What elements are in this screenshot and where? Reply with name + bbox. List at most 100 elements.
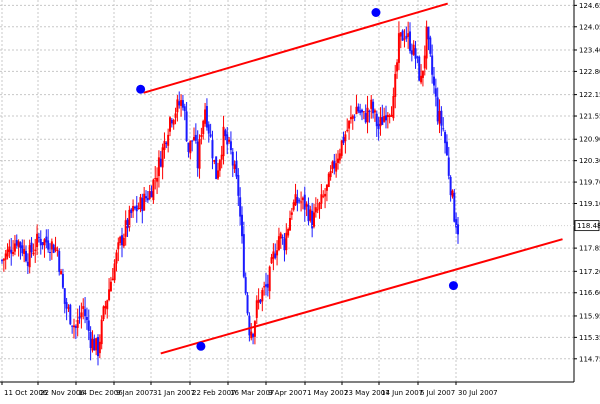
bar-up-body xyxy=(318,203,321,210)
bar-up-body xyxy=(351,115,354,119)
bar-up-body xyxy=(189,140,192,154)
bar-up-body xyxy=(161,147,164,168)
bar-down-body xyxy=(231,151,234,166)
bar-down-body xyxy=(431,55,434,75)
bar-up-body xyxy=(180,100,183,106)
y-tick-label: 122.80 xyxy=(579,68,600,76)
trendline xyxy=(143,2,449,94)
bar-down-body xyxy=(385,115,387,121)
bar-down-body xyxy=(78,316,81,319)
bar-down-body xyxy=(237,175,240,196)
x-tick-label: 23 May 2007 xyxy=(344,389,390,397)
bar-down-body xyxy=(196,141,199,169)
bar-up-body xyxy=(316,209,319,211)
bar-down-body xyxy=(455,219,458,228)
bar-down-body xyxy=(303,194,306,210)
bar-down-body xyxy=(274,253,277,258)
bar-up-body xyxy=(327,173,330,187)
bar-up-body xyxy=(8,246,11,252)
bar-up-body xyxy=(172,120,175,125)
bar-down-body xyxy=(242,234,245,277)
bar-up-body xyxy=(379,117,382,127)
bar-up-body xyxy=(154,178,157,180)
y-tick-label: 119.70 xyxy=(579,179,600,187)
bar-up-body xyxy=(67,307,70,309)
bar-down-body xyxy=(41,242,44,245)
bar-down-body xyxy=(457,224,459,235)
bar-up-body xyxy=(60,270,63,275)
bar-down-body xyxy=(93,338,96,351)
bar-up-body xyxy=(388,115,391,117)
bar-up-body xyxy=(167,134,170,146)
bar-down-body xyxy=(183,106,186,112)
bar-down-body xyxy=(440,110,443,126)
bar-down-body xyxy=(281,236,284,238)
bar-down-body xyxy=(205,106,208,128)
bar-up-body xyxy=(348,120,351,129)
bar-down-body xyxy=(298,200,301,202)
bar-up-body xyxy=(139,197,142,210)
bar-down-body xyxy=(235,160,238,177)
bar-down-body xyxy=(377,123,380,129)
bar-up-body xyxy=(392,95,395,119)
bar-up-body xyxy=(17,241,20,247)
bar-up-body xyxy=(301,197,304,201)
x-tick-label: 22 Nov 2006 xyxy=(40,389,85,397)
bar-down-body xyxy=(224,130,227,137)
bar-down-body xyxy=(401,30,404,41)
bar-down-body xyxy=(141,198,144,212)
y-tick-label: 117.20 xyxy=(579,268,600,276)
bar-down-body xyxy=(353,116,356,118)
bar-up-body xyxy=(198,139,201,169)
bar-up-body xyxy=(346,129,349,131)
bar-up-body xyxy=(132,206,135,212)
bar-up-body xyxy=(420,75,423,83)
bar-down-body xyxy=(181,100,184,108)
bar-down-body xyxy=(194,134,197,141)
bar-up-body xyxy=(156,177,159,182)
bar-down-body xyxy=(226,134,229,145)
bar-down-body xyxy=(266,283,269,288)
bar-up-body xyxy=(300,201,303,203)
bar-down-body xyxy=(45,236,48,243)
bar-down-body xyxy=(259,299,262,303)
bar-down-body xyxy=(37,237,40,239)
bar-up-body xyxy=(6,249,9,257)
bar-up-body xyxy=(213,160,216,162)
bar-down-body xyxy=(248,315,251,336)
bar-up-body xyxy=(2,259,5,261)
y-tick-label: 123.40 xyxy=(579,46,600,54)
x-tick-label: 11 Oct 2006 xyxy=(4,389,48,397)
bar-up-body xyxy=(344,134,347,142)
y-tick-label: 119.10 xyxy=(579,200,600,208)
pivot-marker xyxy=(196,341,206,351)
bar-up-body xyxy=(394,73,397,97)
bar-down-body xyxy=(159,158,162,167)
bar-up-body xyxy=(451,190,454,197)
current-price-label: 118.48 xyxy=(577,222,600,230)
bar-down-body xyxy=(39,238,42,246)
bar-up-body xyxy=(272,251,275,259)
bar-up-body xyxy=(261,290,264,302)
bar-up-body xyxy=(253,321,256,337)
bar-up-body xyxy=(396,62,399,72)
bar-down-body xyxy=(121,235,123,246)
bar-down-body xyxy=(89,332,92,348)
bar-up-body xyxy=(36,233,39,248)
y-axis-tick-labels: 124.65 124.05 123.40 122.80 122.15 121.55 120.… xyxy=(579,2,600,363)
x-tick-label: 9 Apr 2007 xyxy=(268,389,307,397)
y-tick-label: 114.75 xyxy=(579,355,600,363)
x-tick-label: 31 Jan 2007 xyxy=(153,389,195,397)
bar-up-body xyxy=(257,299,260,303)
bar-up-body xyxy=(421,70,424,78)
bar-down-body xyxy=(170,119,173,124)
bar-up-body xyxy=(250,331,253,339)
bar-down-body xyxy=(47,240,50,250)
bar-up-body xyxy=(277,236,280,250)
bar-up-body xyxy=(124,220,127,237)
bar-down-body xyxy=(191,140,194,142)
bar-up-body xyxy=(163,140,166,150)
bar-up-body xyxy=(50,241,53,250)
